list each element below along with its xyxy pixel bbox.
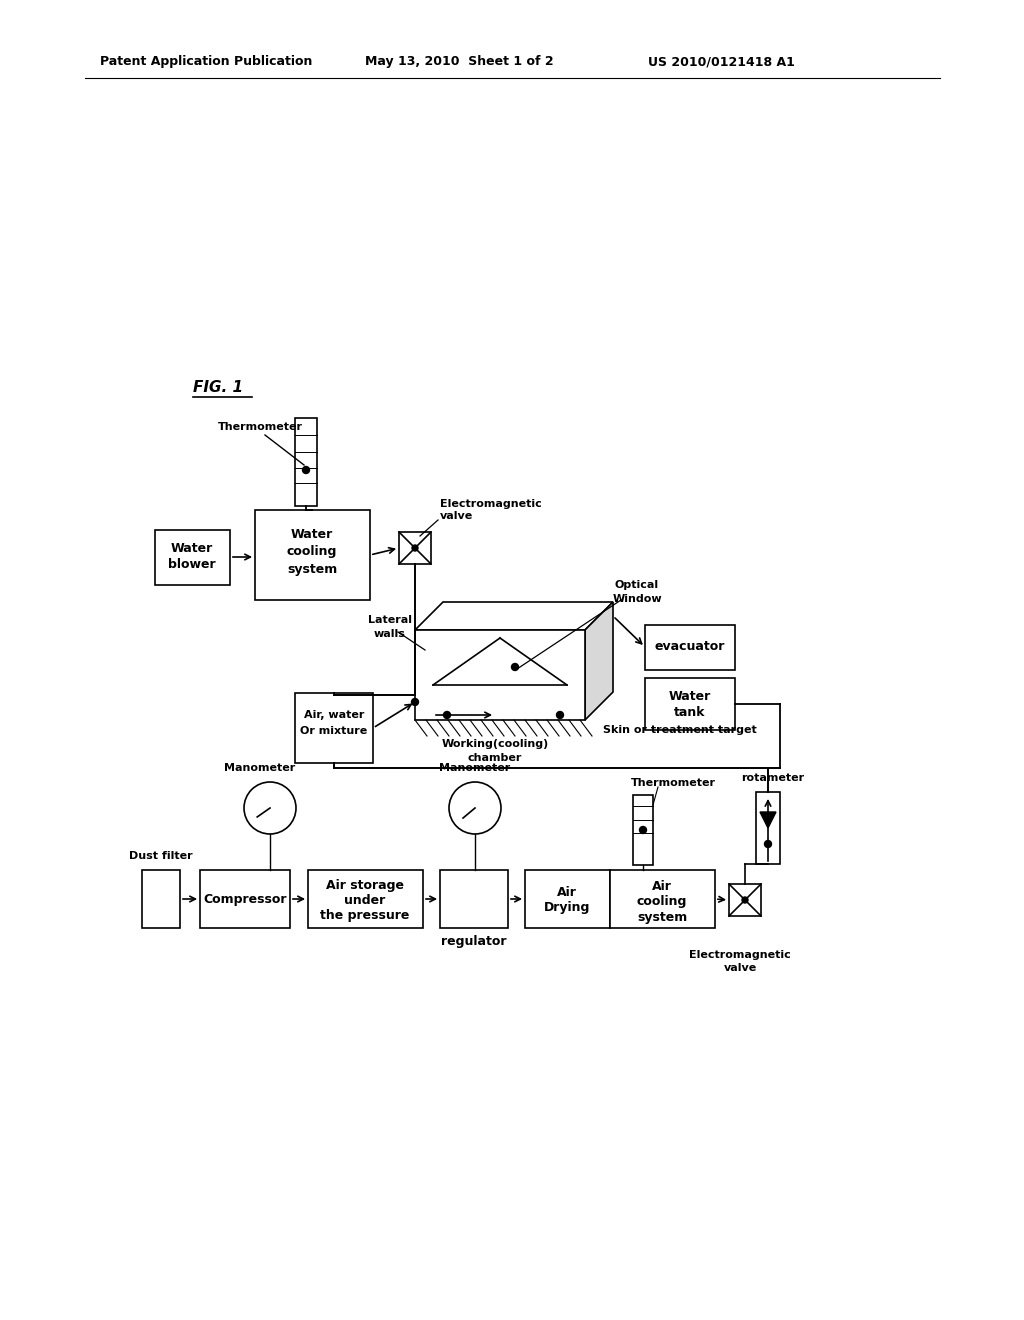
Polygon shape <box>585 602 613 719</box>
Text: US 2010/0121418 A1: US 2010/0121418 A1 <box>648 55 795 69</box>
Text: Water: Water <box>669 689 711 702</box>
Bar <box>729 884 761 916</box>
Text: valve: valve <box>440 511 473 521</box>
Bar <box>756 792 780 865</box>
Text: Electromagnetic: Electromagnetic <box>689 950 791 960</box>
Text: Thermometer: Thermometer <box>218 422 303 432</box>
Circle shape <box>412 545 418 550</box>
Text: Water: Water <box>291 528 333 540</box>
Polygon shape <box>760 812 776 828</box>
Text: Manometer: Manometer <box>439 763 511 774</box>
Circle shape <box>244 781 296 834</box>
Bar <box>255 510 370 601</box>
Text: Dust filter: Dust filter <box>129 851 193 861</box>
Text: Window: Window <box>612 594 662 605</box>
Circle shape <box>765 841 771 847</box>
Text: Lateral: Lateral <box>368 615 412 624</box>
Text: Compressor: Compressor <box>203 892 287 906</box>
Text: Air: Air <box>557 886 577 899</box>
Circle shape <box>512 664 518 671</box>
Text: Optical: Optical <box>615 579 659 590</box>
Text: walls: walls <box>374 630 406 639</box>
Text: Working(cooling): Working(cooling) <box>441 739 549 748</box>
Text: Patent Application Publication: Patent Application Publication <box>100 55 312 69</box>
Text: tank: tank <box>674 706 706 719</box>
Bar <box>645 624 735 671</box>
Text: system: system <box>287 564 337 577</box>
Bar <box>308 870 423 928</box>
Circle shape <box>302 466 309 474</box>
Bar <box>399 532 431 564</box>
Text: Or mixture: Or mixture <box>300 726 368 737</box>
Text: Electromagnetic: Electromagnetic <box>440 499 542 510</box>
Text: Water: Water <box>171 541 213 554</box>
Text: under: under <box>344 894 386 907</box>
Text: Skin or treatment target: Skin or treatment target <box>603 725 757 735</box>
Bar <box>200 870 290 928</box>
Circle shape <box>742 898 748 903</box>
Text: regulator: regulator <box>441 936 507 949</box>
Text: system: system <box>637 912 687 924</box>
Bar <box>610 870 715 928</box>
Text: cooling: cooling <box>637 895 687 908</box>
Polygon shape <box>415 602 613 630</box>
Circle shape <box>443 711 451 718</box>
Bar <box>295 693 373 763</box>
Text: FIG. 1: FIG. 1 <box>193 380 243 396</box>
Bar <box>142 870 180 928</box>
Text: evacuator: evacuator <box>654 640 725 653</box>
Bar <box>295 418 317 506</box>
Bar <box>155 531 230 585</box>
Bar <box>645 678 735 730</box>
Bar <box>415 630 585 719</box>
Text: Manometer: Manometer <box>224 763 296 774</box>
Text: Air: Air <box>652 879 672 892</box>
Text: Air storage: Air storage <box>326 879 404 891</box>
Circle shape <box>556 711 563 718</box>
Text: valve: valve <box>723 964 757 973</box>
Bar <box>633 795 653 865</box>
Text: Air, water: Air, water <box>304 710 365 719</box>
Text: blower: blower <box>168 558 216 572</box>
Text: the pressure: the pressure <box>321 909 410 923</box>
Circle shape <box>449 781 501 834</box>
Bar <box>440 870 508 928</box>
Text: rotameter: rotameter <box>741 774 805 783</box>
Text: May 13, 2010  Sheet 1 of 2: May 13, 2010 Sheet 1 of 2 <box>365 55 554 69</box>
Text: cooling: cooling <box>287 545 337 558</box>
Text: Drying: Drying <box>544 902 590 915</box>
Text: Thermometer: Thermometer <box>631 777 716 788</box>
Circle shape <box>640 826 646 833</box>
Text: chamber: chamber <box>468 752 522 763</box>
Bar <box>525 870 610 928</box>
Circle shape <box>412 698 419 705</box>
